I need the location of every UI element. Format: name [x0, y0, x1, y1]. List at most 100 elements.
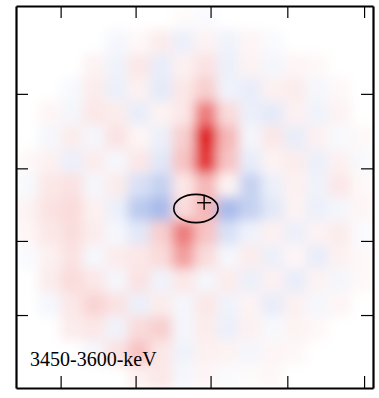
tick-mark [361, 94, 373, 95]
cell [195, 30, 218, 54]
cell [239, 125, 262, 149]
cell [150, 173, 173, 197]
tick [364, 6, 365, 18]
cell [61, 197, 84, 221]
cell [328, 102, 351, 126]
tick [16, 168, 28, 169]
cell [105, 30, 128, 54]
tick-mark [210, 6, 211, 18]
cell [261, 340, 284, 364]
cell [83, 54, 106, 78]
cell [172, 54, 195, 78]
tick [364, 376, 365, 388]
tick-mark [61, 6, 62, 18]
cell [284, 221, 307, 245]
cell [195, 316, 218, 340]
cell [128, 125, 151, 149]
tick-mark [361, 315, 373, 316]
cell [172, 125, 195, 149]
cell [306, 293, 329, 317]
cell [172, 30, 195, 54]
cell [61, 269, 84, 293]
tick [361, 168, 373, 169]
cell [328, 269, 351, 293]
cell [128, 149, 151, 173]
cell [284, 149, 307, 173]
cell [172, 78, 195, 102]
cell [105, 125, 128, 149]
cell [261, 54, 284, 78]
source-marker [197, 196, 211, 210]
cell [150, 293, 173, 317]
cell [150, 316, 173, 340]
cell [195, 293, 218, 317]
error-ellipse [174, 194, 218, 222]
cell [16, 245, 39, 269]
cell [83, 173, 106, 197]
cell [150, 245, 173, 269]
cell [217, 78, 240, 102]
cell [239, 340, 262, 364]
chart: 3450-3600-keV [0, 0, 379, 398]
axis-line [15, 7, 17, 389]
cell [239, 197, 262, 221]
cell [306, 221, 329, 245]
cell [150, 149, 173, 173]
cell [195, 364, 218, 388]
cell [83, 149, 106, 173]
tick-mark [210, 376, 211, 388]
cell [61, 316, 84, 340]
cell [328, 78, 351, 102]
cell [172, 293, 195, 317]
cell [38, 125, 61, 149]
tick [61, 6, 62, 18]
cell [83, 102, 106, 126]
tick-mark [135, 6, 136, 18]
cell [105, 293, 128, 317]
cell [261, 173, 284, 197]
cell [83, 221, 106, 245]
cell [351, 125, 373, 149]
cell [217, 173, 240, 197]
cell [83, 245, 106, 269]
cell [306, 197, 329, 221]
cell [195, 269, 218, 293]
cell [217, 125, 240, 149]
cell [328, 149, 351, 173]
tick-mark [287, 6, 288, 18]
cell [239, 245, 262, 269]
cell [351, 221, 373, 245]
cell [328, 221, 351, 245]
cell [150, 221, 173, 245]
cell [261, 221, 284, 245]
cell [38, 173, 61, 197]
cell [284, 78, 307, 102]
tick-mark [16, 315, 28, 316]
cell [61, 221, 84, 245]
cell [105, 316, 128, 340]
cell [172, 197, 195, 221]
cell [261, 197, 284, 221]
plot-area [16, 6, 373, 388]
cell [261, 269, 284, 293]
cell [284, 197, 307, 221]
cell [38, 293, 61, 317]
tick [211, 6, 212, 18]
cell [328, 245, 351, 269]
cell [83, 316, 106, 340]
cell [16, 197, 39, 221]
cell [284, 54, 307, 78]
cell [195, 54, 218, 78]
cell [239, 102, 262, 126]
cell [261, 78, 284, 102]
cell [284, 269, 307, 293]
cell [351, 149, 373, 173]
x-axis-bottom [17, 376, 374, 389]
cell [38, 149, 61, 173]
cell [83, 269, 106, 293]
cell [38, 102, 61, 126]
cell [83, 293, 106, 317]
cell [306, 316, 329, 340]
cell [128, 245, 151, 269]
cell [239, 364, 262, 388]
